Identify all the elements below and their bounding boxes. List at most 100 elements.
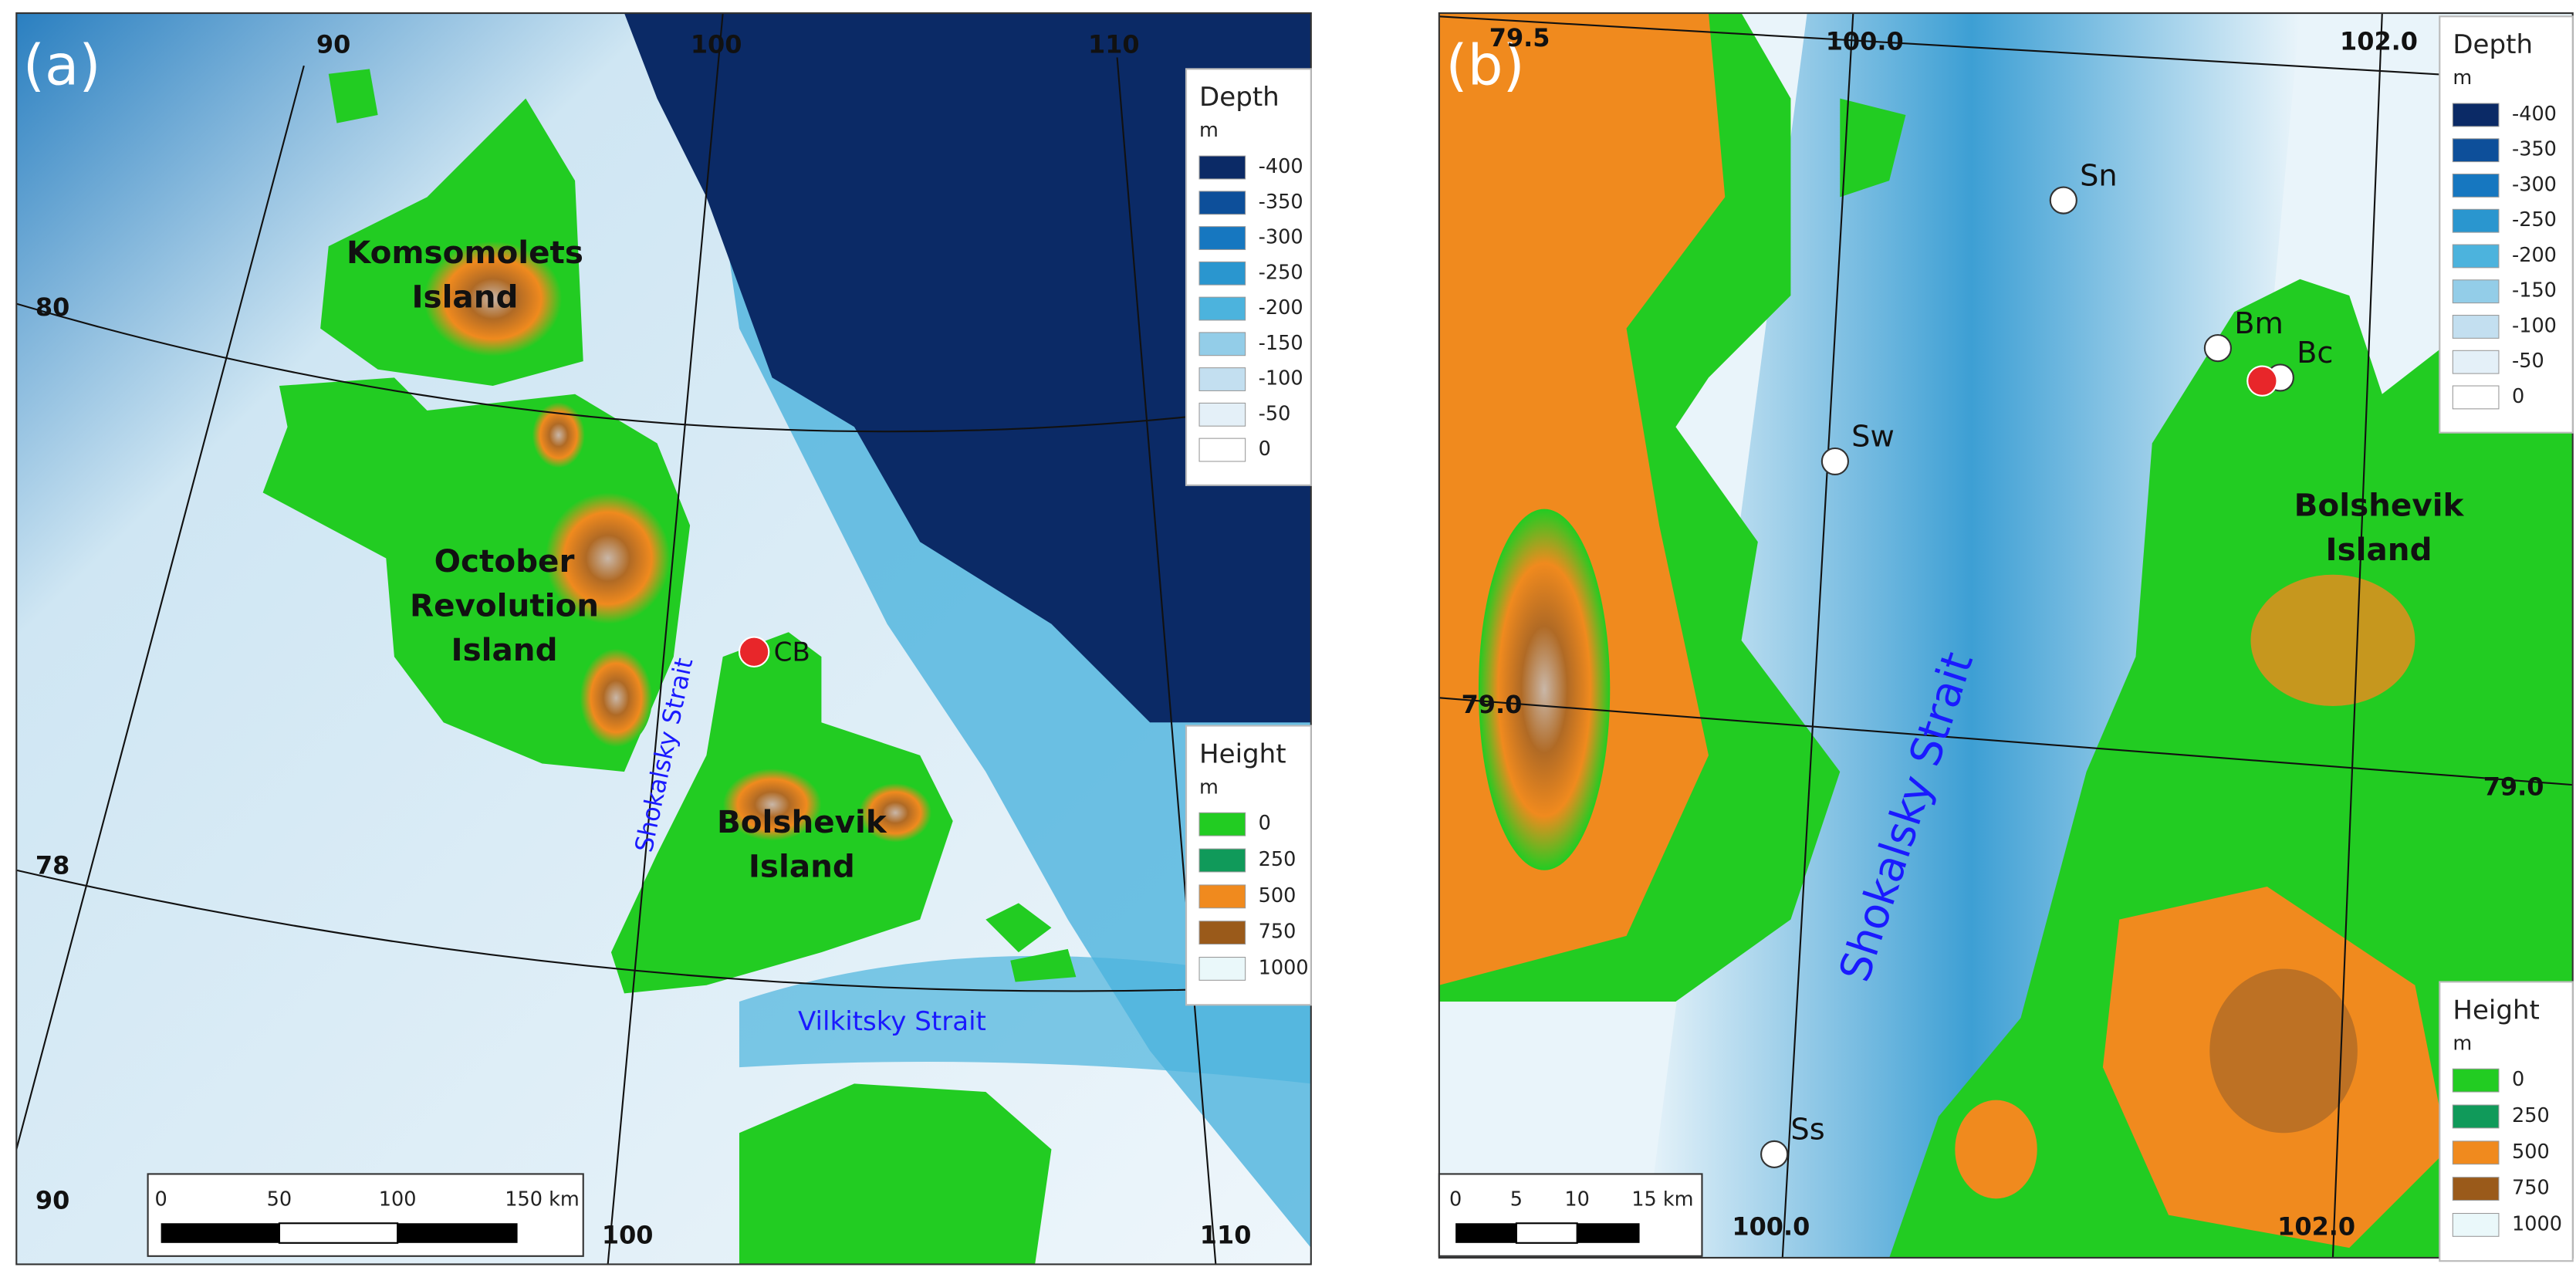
legend-label: -50 bbox=[1259, 402, 1291, 425]
legend-title: Depth bbox=[2453, 29, 2533, 60]
place-label: Bolshevik bbox=[717, 803, 887, 840]
legend-label: 0 bbox=[2512, 385, 2524, 408]
scale-label: 150 km bbox=[505, 1188, 580, 1211]
legend-swatch bbox=[2452, 174, 2500, 198]
graticule-label: 100 bbox=[602, 1220, 654, 1249]
graticule-label: 102.0 bbox=[2340, 26, 2418, 56]
legend-label: 0 bbox=[1259, 438, 1271, 461]
scale-label: 100 bbox=[379, 1188, 417, 1211]
station-label: Ss bbox=[1790, 1113, 1824, 1147]
legend-label: 1000 bbox=[2512, 1212, 2562, 1235]
legend-swatch bbox=[1198, 367, 1246, 391]
legend-swatch bbox=[2452, 103, 2500, 127]
legend-label: -300 bbox=[1259, 226, 1303, 249]
scale-label: 0 bbox=[154, 1188, 167, 1211]
legend-label: -150 bbox=[1259, 332, 1303, 355]
graticule-label: 79.0 bbox=[1462, 690, 1523, 719]
legend-swatch bbox=[2452, 138, 2500, 163]
graticule bbox=[16, 13, 1311, 1265]
station-marker bbox=[2203, 334, 2233, 363]
station-label: CB bbox=[774, 637, 810, 667]
legend-swatch bbox=[2452, 208, 2500, 233]
map-a bbox=[16, 13, 1311, 1265]
legend-swatch bbox=[2452, 279, 2500, 304]
legend-title: Height bbox=[2453, 995, 2540, 1026]
legend-label: -100 bbox=[2512, 314, 2557, 337]
legend-label: -50 bbox=[2512, 350, 2544, 373]
legend-label: -400 bbox=[1259, 155, 1303, 178]
legend-label: 750 bbox=[1259, 921, 1296, 944]
legend-label: -100 bbox=[1259, 367, 1303, 390]
legend-unit: m bbox=[1199, 119, 1219, 142]
legend-label: 250 bbox=[2512, 1104, 2550, 1127]
place-label: October bbox=[434, 542, 575, 579]
legend-label: -350 bbox=[2512, 138, 2557, 161]
legend-swatch bbox=[1198, 848, 1246, 873]
legend-unit: m bbox=[2453, 1032, 2472, 1055]
graticule-label: 79.5 bbox=[1489, 23, 1550, 52]
scale-bar bbox=[1438, 1173, 1703, 1257]
graticule-label: 80 bbox=[35, 292, 69, 322]
legend-label: 500 bbox=[2512, 1140, 2550, 1164]
legend-swatch bbox=[1198, 438, 1246, 462]
station-label: Bm bbox=[2234, 306, 2284, 341]
station-marker bbox=[2246, 365, 2278, 397]
station-marker bbox=[1760, 1140, 1789, 1168]
legend-title: Depth bbox=[1199, 82, 1280, 113]
place-label: Island bbox=[451, 631, 558, 668]
strait-label: Vilkitsky Strait bbox=[798, 1006, 986, 1037]
legend-swatch bbox=[2452, 1212, 2500, 1237]
legend-swatch bbox=[2452, 1068, 2500, 1093]
legend-swatch bbox=[1198, 226, 1246, 250]
place-label: Komsomolets bbox=[347, 234, 583, 271]
legend-swatch bbox=[1198, 957, 1246, 981]
graticule-label: 90 bbox=[35, 1186, 69, 1215]
place-label: Island bbox=[749, 848, 855, 885]
graticule-label: 78 bbox=[35, 851, 69, 880]
legend-swatch bbox=[2452, 244, 2500, 269]
station-label: Sw bbox=[1851, 420, 1895, 454]
scale-label: 5 bbox=[1510, 1188, 1523, 1211]
legend-swatch bbox=[1198, 884, 1246, 909]
scale-label: 10 bbox=[1564, 1188, 1590, 1211]
legend-label: 500 bbox=[1259, 884, 1296, 907]
legend-swatch bbox=[2452, 350, 2500, 374]
place-label: Revolution bbox=[410, 586, 599, 623]
graticule-label: 102.0 bbox=[2277, 1212, 2355, 1242]
legend-swatch bbox=[2452, 1177, 2500, 1201]
legend-swatch bbox=[2452, 315, 2500, 339]
legend-swatch bbox=[1198, 921, 1246, 945]
station-label: Bc bbox=[2297, 336, 2333, 370]
graticule-label: 79.0 bbox=[2483, 772, 2544, 801]
legend-label: 1000 bbox=[1259, 956, 1309, 979]
station-label: Sn bbox=[2080, 158, 2118, 193]
graticule bbox=[1438, 13, 2573, 1258]
legend-swatch bbox=[1198, 402, 1246, 427]
legend-swatch bbox=[2452, 385, 2500, 410]
station-marker bbox=[738, 636, 770, 667]
legend-swatch bbox=[1198, 332, 1246, 356]
legend-label: -400 bbox=[2512, 103, 2557, 126]
place-label: Island bbox=[411, 278, 518, 315]
legend-title: Height bbox=[1199, 738, 1286, 769]
legend-swatch bbox=[2452, 1104, 2500, 1129]
place-label: Island bbox=[2326, 531, 2432, 568]
legend-label: -150 bbox=[2512, 279, 2557, 302]
station-marker bbox=[1820, 447, 1849, 476]
legend-label: -250 bbox=[2512, 208, 2557, 231]
legend-swatch bbox=[1198, 155, 1246, 180]
scale-label: 50 bbox=[267, 1188, 292, 1211]
legend-swatch bbox=[2452, 1140, 2500, 1165]
legend-swatch bbox=[1198, 296, 1246, 321]
legend-swatch bbox=[1198, 191, 1246, 215]
place-label: Bolshevik bbox=[2294, 487, 2465, 524]
frame-b bbox=[1438, 12, 2574, 1259]
legend-swatch bbox=[1198, 261, 1246, 286]
legend-label: -200 bbox=[1259, 296, 1303, 319]
scale-label: 0 bbox=[1449, 1188, 1462, 1211]
legend-label: -200 bbox=[2512, 244, 2557, 267]
legend-unit: m bbox=[1199, 775, 1219, 799]
graticule-label: 110 bbox=[1088, 30, 1140, 59]
